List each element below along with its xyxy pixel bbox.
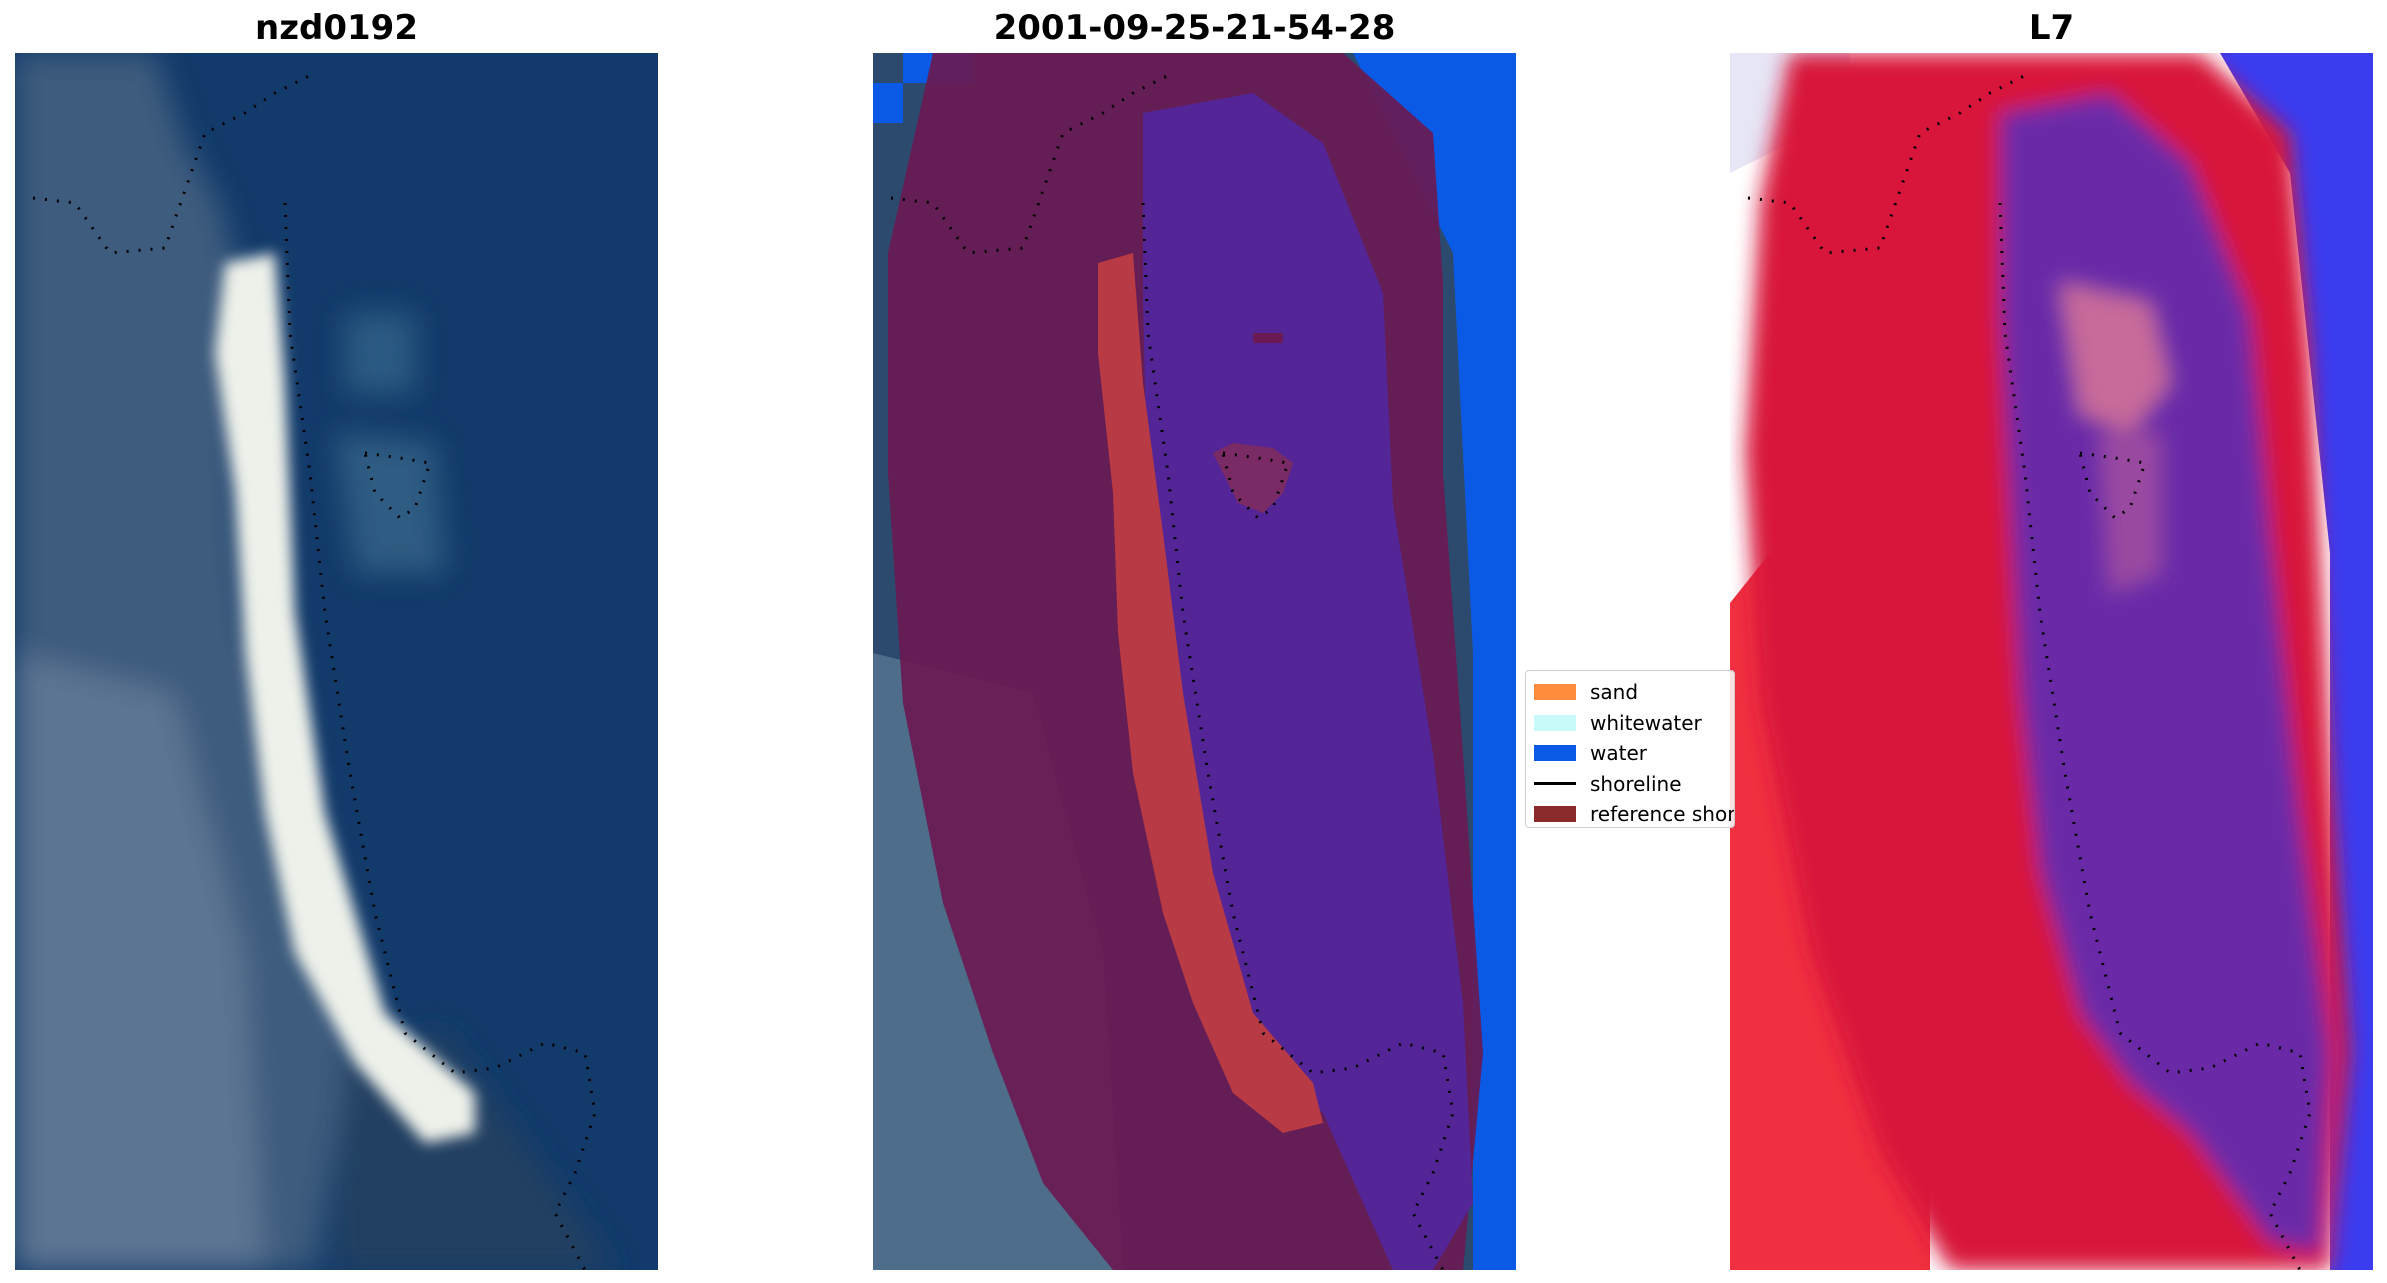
legend: sand whitewater water shoreline referenc… — [1525, 670, 1735, 828]
panel-title-classification: 2001-09-25-21-54-28 — [993, 8, 1396, 48]
legend-item-sand: sand — [1534, 677, 1734, 708]
mndwi-image — [1730, 53, 2373, 1270]
legend-item-water: water — [1534, 738, 1734, 769]
classification-panel — [873, 53, 1516, 1270]
rgb-image-panel — [15, 53, 658, 1270]
legend-label: reference shoreline — [1590, 802, 1735, 827]
classification-image — [873, 53, 1516, 1270]
sand-swatch-icon — [1534, 684, 1576, 701]
shoreline-line-icon — [1534, 782, 1576, 786]
whitewater-swatch-icon — [1534, 714, 1576, 731]
panel-title-mndwi: L7 — [2028, 8, 2075, 48]
legend-item-reference-shoreline: reference shoreline — [1534, 799, 1735, 827]
legend-item-whitewater: whitewater — [1534, 708, 1734, 739]
legend-label: water — [1590, 741, 1647, 766]
panel-title-rgb: nzd0192 — [255, 8, 418, 48]
legend-label: sand — [1590, 680, 1639, 705]
water-swatch-icon — [1534, 745, 1576, 762]
legend-label: whitewater — [1590, 710, 1702, 735]
reference-shoreline-swatch-icon — [1534, 806, 1576, 823]
legend-item-shoreline: shoreline — [1534, 769, 1734, 800]
rgb-image — [15, 53, 658, 1270]
mndwi-panel — [1730, 53, 2373, 1270]
legend-label: shoreline — [1590, 771, 1682, 796]
